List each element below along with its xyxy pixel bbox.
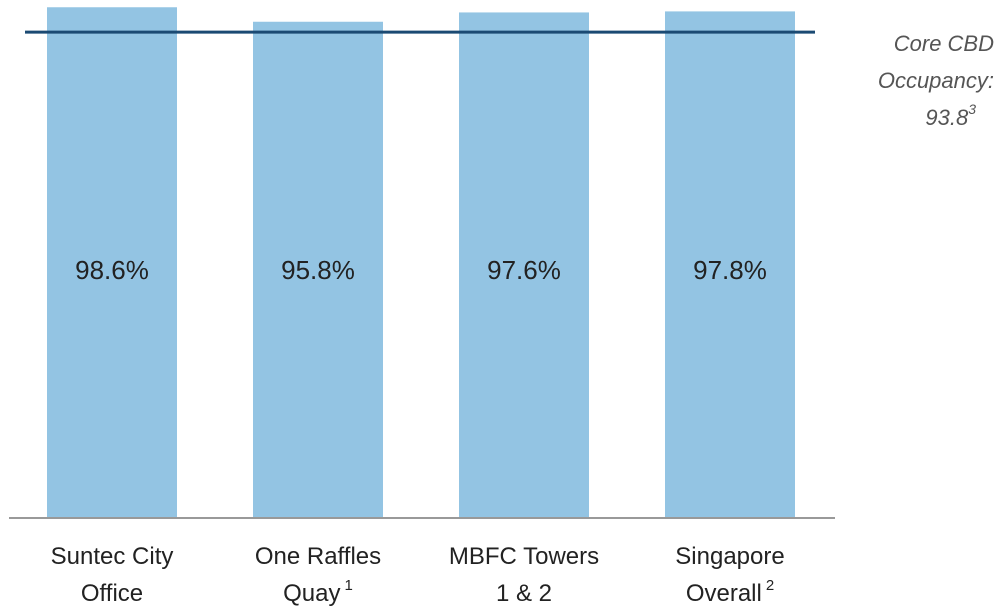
bar <box>459 12 589 518</box>
x-tick-label-line: Office <box>81 580 143 607</box>
x-tick-label: Singapore <box>675 543 784 570</box>
x-tick-label-line: Singapore <box>675 543 784 570</box>
x-tick-label-line: Suntec City <box>51 543 174 570</box>
x-tick-label: Quay 1 <box>283 577 353 607</box>
value-label: 97.6% <box>487 255 561 285</box>
value-label: 98.6% <box>75 255 149 285</box>
reference-label: Core CBD <box>894 31 994 56</box>
x-tick-label-line: Overall <box>686 580 762 607</box>
x-tick-label-line: One Raffles <box>255 543 381 570</box>
x-tick-label-line: MBFC Towers <box>449 543 599 570</box>
footnote: 2 <box>766 577 774 594</box>
x-tick-label: One Raffles <box>255 543 381 570</box>
x-tick-label: MBFC Towers <box>449 543 599 570</box>
x-tick-label: Office <box>81 580 143 607</box>
footnote: 3 <box>968 101 976 117</box>
x-tick-label: 1 & 2 <box>496 580 552 607</box>
value-label: 97.8% <box>693 255 767 285</box>
x-tick-label: Overall 2 <box>686 577 774 607</box>
bar <box>47 7 177 518</box>
footnote: 1 <box>345 577 353 594</box>
x-tick-label-line: 1 & 2 <box>496 580 552 607</box>
x-tick-label-line: Quay <box>283 580 340 607</box>
value-label: 95.8% <box>281 255 355 285</box>
x-tick-label: Suntec City <box>51 543 174 570</box>
bar <box>253 21 383 518</box>
reference-value-number: 93.8 <box>925 105 969 130</box>
reference-value: 93.83 <box>925 101 976 130</box>
bar <box>665 11 795 519</box>
reference-label: Occupancy: <box>878 68 994 93</box>
